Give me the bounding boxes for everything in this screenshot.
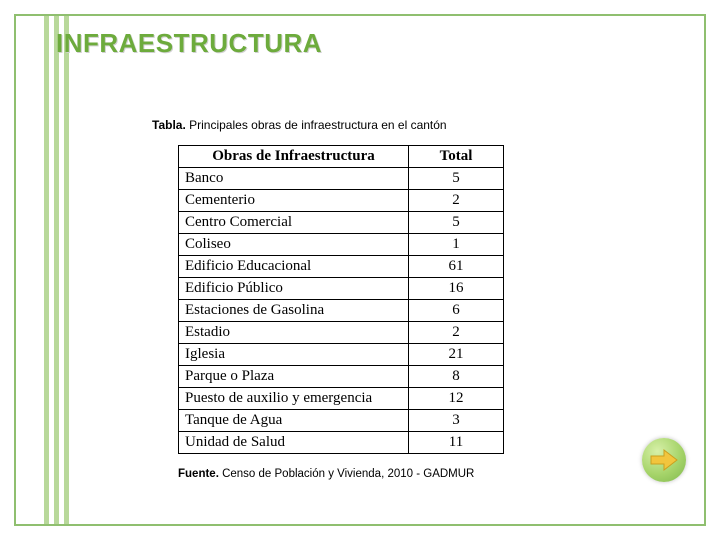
cell-name: Estadio	[179, 322, 409, 344]
cell-name: Tanque de Agua	[179, 410, 409, 432]
cell-name: Edificio Educacional	[179, 256, 409, 278]
table-row: Banco5	[179, 168, 504, 190]
cell-total: 11	[409, 432, 504, 454]
infrastructure-table: Obras de Infraestructura Total Banco5Cem…	[178, 145, 504, 454]
cell-name: Cementerio	[179, 190, 409, 212]
arrow-right-icon	[650, 449, 678, 471]
table-row: Parque o Plaza8	[179, 366, 504, 388]
cell-total: 16	[409, 278, 504, 300]
cell-name: Parque o Plaza	[179, 366, 409, 388]
table-header-row: Obras de Infraestructura Total	[179, 146, 504, 168]
cell-total: 12	[409, 388, 504, 410]
table-caption-bottom: Fuente. Censo de Población y Vivienda, 2…	[178, 468, 474, 480]
page-title: INFRAESTRUCTURA	[56, 28, 322, 59]
caption-bottom-text: Censo de Población y Vivienda, 2010 - GA…	[219, 468, 474, 480]
table-row: Puesto de auxilio y emergencia12	[179, 388, 504, 410]
table-row: Centro Comercial5	[179, 212, 504, 234]
cell-total: 2	[409, 322, 504, 344]
cell-total: 1	[409, 234, 504, 256]
table-caption-top: Tabla. Principales obras de infraestruct…	[152, 118, 447, 132]
cell-total: 61	[409, 256, 504, 278]
cell-total: 3	[409, 410, 504, 432]
cell-name: Edificio Público	[179, 278, 409, 300]
decorative-stripes	[44, 16, 74, 524]
header-name: Obras de Infraestructura	[179, 146, 409, 168]
cell-total: 5	[409, 168, 504, 190]
cell-total: 5	[409, 212, 504, 234]
cell-name: Iglesia	[179, 344, 409, 366]
table-row: Estadio2	[179, 322, 504, 344]
table-row: Estaciones de Gasolina6	[179, 300, 504, 322]
table-row: Tanque de Agua3	[179, 410, 504, 432]
table-row: Edificio Público16	[179, 278, 504, 300]
caption-top-text: Principales obras de infraestructura en …	[186, 118, 447, 132]
table-row: Coliseo1	[179, 234, 504, 256]
cell-name: Coliseo	[179, 234, 409, 256]
caption-top-label: Tabla.	[152, 118, 186, 132]
table-row: Cementerio2	[179, 190, 504, 212]
cell-total: 2	[409, 190, 504, 212]
cell-name: Puesto de auxilio y emergencia	[179, 388, 409, 410]
table-row: Unidad de Salud11	[179, 432, 504, 454]
table-row: Iglesia21	[179, 344, 504, 366]
next-button[interactable]	[642, 438, 686, 482]
cell-name: Unidad de Salud	[179, 432, 409, 454]
cell-total: 6	[409, 300, 504, 322]
header-total: Total	[409, 146, 504, 168]
cell-name: Banco	[179, 168, 409, 190]
cell-name: Estaciones de Gasolina	[179, 300, 409, 322]
cell-total: 21	[409, 344, 504, 366]
cell-total: 8	[409, 366, 504, 388]
caption-bottom-label: Fuente.	[178, 468, 219, 480]
cell-name: Centro Comercial	[179, 212, 409, 234]
table-row: Edificio Educacional61	[179, 256, 504, 278]
